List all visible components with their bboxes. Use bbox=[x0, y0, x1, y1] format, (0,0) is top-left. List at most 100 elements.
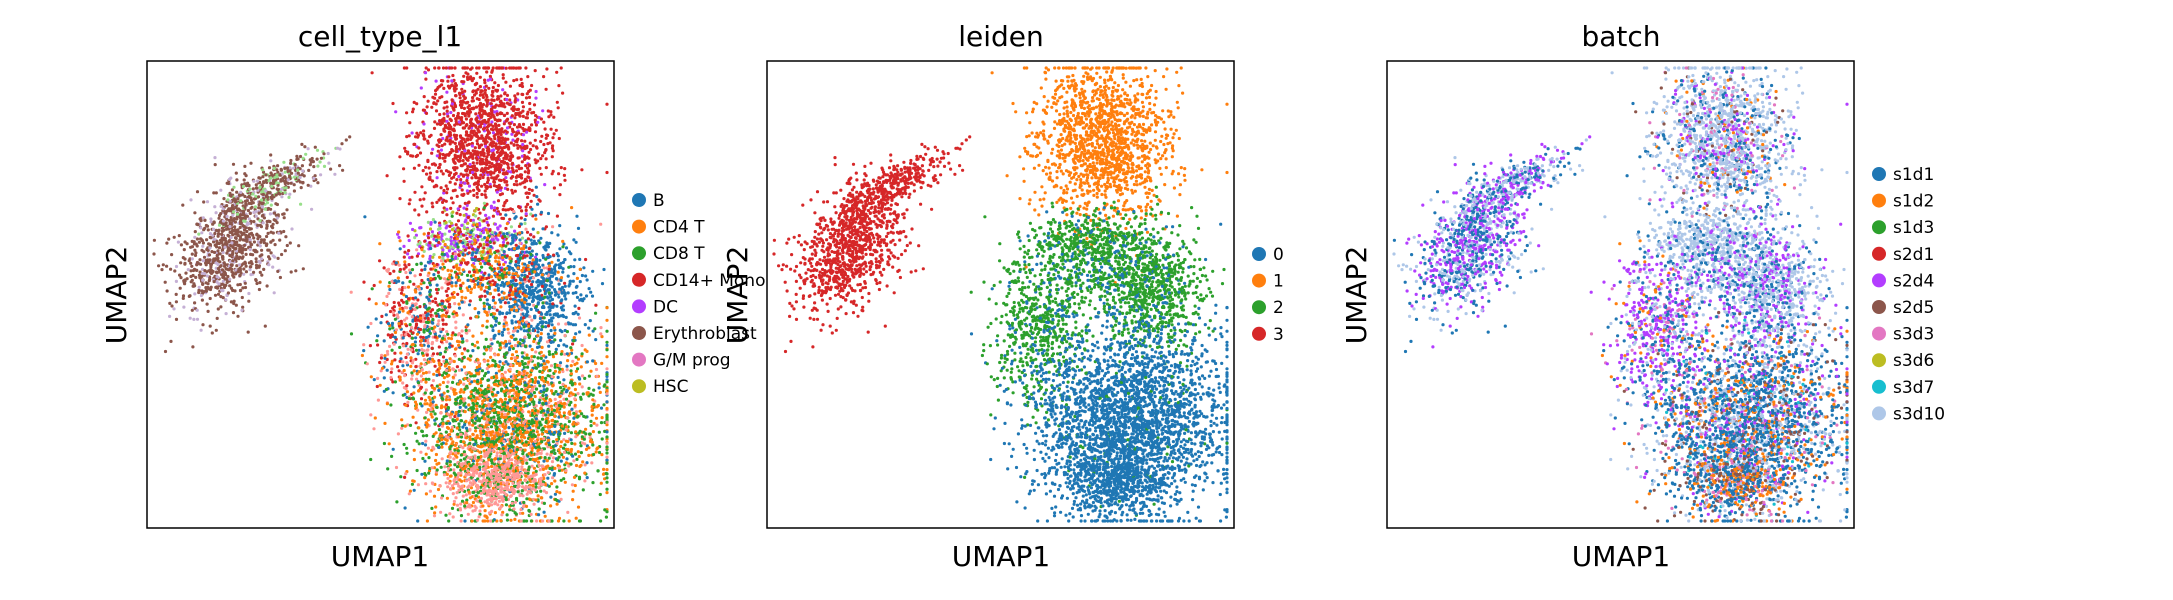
scatter-point bbox=[446, 170, 451, 174]
scatter-point bbox=[393, 351, 397, 355]
scatter-point bbox=[443, 305, 447, 309]
scatter-point bbox=[256, 223, 260, 227]
scatter-point bbox=[392, 305, 396, 309]
scatter-point bbox=[236, 230, 240, 234]
scatter-point bbox=[202, 200, 206, 204]
scatter-point bbox=[471, 334, 475, 338]
scatter-point bbox=[559, 386, 563, 390]
scatter-point bbox=[462, 244, 466, 249]
scatter-point bbox=[485, 160, 490, 164]
scatter-point bbox=[445, 187, 450, 191]
scatter-point bbox=[531, 144, 535, 148]
scatter-point bbox=[422, 122, 426, 126]
scatter-point bbox=[490, 464, 494, 469]
scatter-point bbox=[189, 274, 193, 279]
scatter-point bbox=[228, 277, 232, 281]
scatter-point bbox=[431, 277, 436, 281]
scatter-point bbox=[557, 282, 561, 286]
scatter-point bbox=[587, 326, 591, 330]
scatter-point bbox=[547, 305, 551, 309]
scatter-point bbox=[539, 139, 543, 144]
scatter-point bbox=[477, 66, 481, 70]
scatter-point bbox=[200, 267, 205, 271]
scatter-point bbox=[284, 180, 288, 185]
scatter-point bbox=[437, 165, 441, 169]
scatter-point bbox=[460, 193, 464, 197]
scatter-point bbox=[477, 285, 481, 289]
scatter-point bbox=[474, 91, 478, 95]
scatter-point bbox=[460, 289, 464, 293]
scatter-point bbox=[411, 107, 415, 111]
scatter-point bbox=[225, 217, 229, 221]
scatter-point bbox=[417, 287, 421, 291]
scatter-point bbox=[362, 343, 366, 347]
scatter-point bbox=[407, 263, 411, 267]
scatter-point bbox=[530, 207, 534, 211]
scatter-point bbox=[492, 200, 496, 204]
scatter-point bbox=[402, 244, 406, 248]
scatter-point bbox=[544, 166, 548, 170]
scatter-point bbox=[341, 168, 345, 172]
scatter-point bbox=[190, 264, 194, 268]
scatter-point bbox=[272, 166, 276, 170]
scatter-point bbox=[461, 252, 465, 257]
scatter-point bbox=[449, 118, 453, 123]
scatter-point bbox=[493, 301, 497, 305]
scatter-point bbox=[526, 310, 530, 314]
scatter-point bbox=[557, 84, 561, 88]
scatter-point bbox=[556, 254, 560, 258]
scatter-point bbox=[477, 130, 481, 134]
scatter-point bbox=[200, 289, 204, 293]
scatter-point bbox=[513, 100, 517, 104]
scatter-point bbox=[478, 75, 482, 79]
scatter-point bbox=[505, 153, 509, 157]
scatter-point bbox=[489, 324, 493, 328]
scatter-point bbox=[432, 264, 436, 268]
scatter-point bbox=[493, 81, 497, 85]
scatter-point bbox=[529, 147, 533, 152]
scatter-point bbox=[413, 318, 418, 323]
scatter-point bbox=[384, 313, 388, 317]
scatter-point bbox=[262, 241, 266, 245]
scatter-point bbox=[602, 267, 606, 272]
scatter-point bbox=[168, 314, 172, 318]
scatter-point bbox=[487, 216, 491, 220]
scatter-point bbox=[214, 270, 219, 274]
scatter-point bbox=[438, 163, 442, 167]
scatter-point bbox=[561, 245, 565, 249]
scatter-point bbox=[508, 285, 512, 289]
scatter-point bbox=[474, 167, 478, 171]
scatter-point bbox=[297, 178, 301, 182]
scatter-point bbox=[269, 159, 273, 163]
scatter-point bbox=[233, 228, 237, 232]
scatter-point bbox=[285, 243, 289, 248]
scatter-point bbox=[444, 314, 448, 318]
scatter-point bbox=[225, 214, 229, 219]
scatter-point bbox=[452, 295, 456, 299]
scatter-point bbox=[481, 283, 485, 287]
scatter-point bbox=[529, 199, 533, 203]
scatter-point bbox=[494, 124, 498, 128]
scatter-point bbox=[499, 300, 503, 304]
scatter-point bbox=[205, 302, 209, 306]
scatter-point bbox=[179, 261, 183, 265]
scatter-point bbox=[510, 166, 514, 170]
scatter-point bbox=[418, 241, 422, 245]
scatter-point bbox=[507, 145, 511, 149]
scatter-point bbox=[386, 322, 391, 326]
scatter-point bbox=[483, 310, 487, 314]
scatter-point bbox=[392, 269, 396, 273]
scatter-point bbox=[528, 127, 532, 131]
scatter-point bbox=[208, 258, 212, 262]
scatter-point bbox=[241, 255, 245, 259]
scatter-point bbox=[231, 273, 235, 277]
scatter-point bbox=[416, 408, 420, 412]
scatter-point bbox=[295, 157, 299, 161]
scatter-point bbox=[213, 293, 218, 297]
scatter-point bbox=[282, 216, 286, 220]
scatter-point bbox=[391, 101, 395, 106]
scatter-point bbox=[386, 333, 390, 337]
scatter-point bbox=[494, 236, 498, 240]
scatter-point bbox=[299, 202, 303, 206]
